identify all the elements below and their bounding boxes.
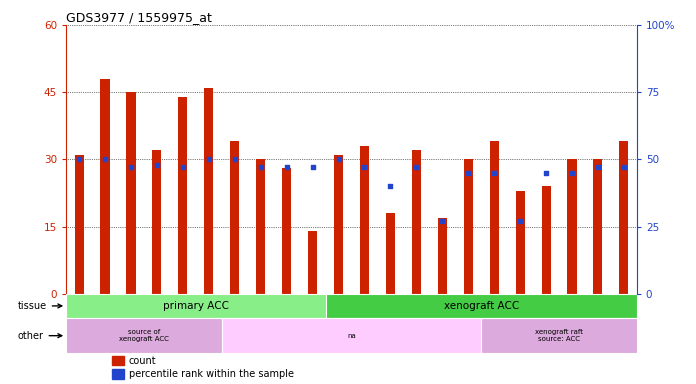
Bar	[541, 186, 551, 294]
Bar	[594, 159, 603, 294]
Point	[411, 164, 422, 170]
Bar	[112, 356, 125, 366]
Bar	[438, 218, 447, 294]
Bar	[567, 159, 576, 294]
Point	[333, 156, 344, 162]
Point	[514, 218, 525, 224]
Bar	[334, 155, 343, 294]
Bar	[464, 159, 473, 294]
Text: percentile rank within the sample: percentile rank within the sample	[129, 369, 294, 379]
Point	[436, 218, 448, 224]
Bar	[230, 141, 239, 294]
Text: primary ACC: primary ACC	[163, 301, 229, 311]
Point	[618, 164, 629, 170]
Text: xenograft ACC: xenograft ACC	[443, 301, 519, 311]
Point	[385, 183, 396, 189]
Text: GDS3977 / 1559975_at: GDS3977 / 1559975_at	[66, 11, 212, 24]
Bar	[282, 168, 291, 294]
Text: other: other	[17, 331, 62, 341]
Point	[359, 164, 370, 170]
Point	[100, 156, 111, 162]
Bar	[178, 97, 187, 294]
Bar	[360, 146, 369, 294]
Point	[592, 164, 603, 170]
Bar	[256, 159, 265, 294]
Bar	[100, 79, 109, 294]
Bar	[386, 213, 395, 294]
Point	[151, 162, 162, 168]
Point	[125, 164, 136, 170]
Point	[489, 170, 500, 176]
Point	[307, 164, 318, 170]
Bar	[74, 155, 84, 294]
Point	[203, 156, 214, 162]
Point	[281, 164, 292, 170]
Text: na: na	[347, 333, 356, 339]
Bar	[308, 231, 317, 294]
Bar	[412, 151, 421, 294]
Bar	[66, 318, 222, 353]
Bar	[326, 294, 637, 318]
Point	[229, 156, 240, 162]
Text: count: count	[129, 356, 157, 366]
Bar	[152, 151, 161, 294]
Text: xenograft raft
source: ACC: xenograft raft source: ACC	[535, 329, 583, 342]
Bar	[489, 141, 499, 294]
Point	[567, 170, 578, 176]
Bar	[481, 318, 637, 353]
Bar	[204, 88, 214, 294]
Text: tissue: tissue	[17, 301, 62, 311]
Point	[541, 170, 552, 176]
Text: source of
xenograft ACC: source of xenograft ACC	[119, 329, 169, 342]
Point	[74, 156, 85, 162]
Bar	[222, 318, 481, 353]
Bar	[66, 294, 326, 318]
Point	[463, 170, 474, 176]
Bar	[112, 369, 125, 379]
Point	[255, 164, 267, 170]
Point	[177, 164, 189, 170]
Bar	[619, 141, 628, 294]
Bar	[127, 92, 136, 294]
Bar	[516, 191, 525, 294]
